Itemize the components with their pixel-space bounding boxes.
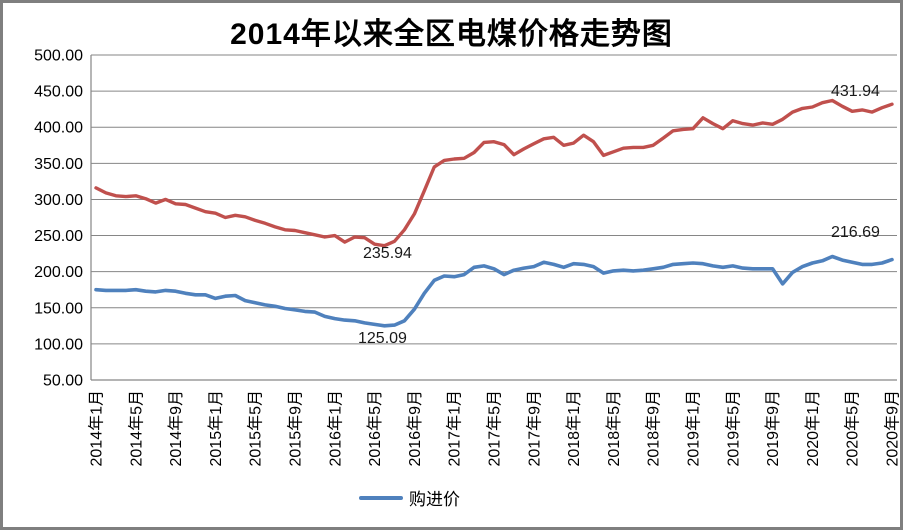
data-label-red-min: 235.94 [363, 245, 412, 262]
y-axis-tick-label: 500.00 [34, 48, 83, 65]
y-axis-tick-label: 250.00 [34, 228, 83, 245]
y-axis-tick-label: 50.00 [43, 373, 83, 390]
data-label-blue-last: 216.69 [831, 224, 880, 241]
x-axis-tick-label: 2020年5月 [844, 390, 862, 467]
data-label-red-last: 431.94 [831, 83, 880, 100]
x-axis-tick-label: 2016年9月 [406, 390, 424, 467]
x-axis-tick-label: 2019年5月 [724, 390, 742, 467]
x-axis-tick-label: 2018年5月 [605, 390, 623, 467]
data-label-blue-min: 125.09 [358, 330, 407, 347]
y-axis-tick-label: 150.00 [34, 300, 83, 317]
x-axis-tick-label: 2020年9月 [884, 390, 902, 467]
x-axis-tick-label: 2015年5月 [247, 390, 265, 467]
y-axis-tick-label: 450.00 [34, 84, 83, 101]
x-axis-tick-label: 2015年9月 [286, 390, 304, 467]
x-axis-tick-label: 2020年1月 [804, 390, 822, 467]
x-axis-tick-label: 2017年9月 [525, 390, 543, 467]
y-axis-tick-label: 200.00 [34, 264, 83, 281]
x-axis-tick-label: 2015年1月 [207, 390, 225, 467]
legend-line-sample-icon [359, 495, 403, 500]
y-axis-tick-label: 100.00 [34, 336, 83, 353]
x-axis-tick-label: 2019年1月 [685, 390, 703, 467]
x-axis-tick-label: 2016年1月 [326, 390, 344, 467]
legend: 购进价 [359, 485, 460, 510]
x-axis-tick-label: 2014年9月 [167, 390, 185, 467]
y-axis-tick-label: 400.00 [34, 120, 83, 137]
red-series-line [94, 98, 894, 248]
y-axis-tick-label: 350.00 [34, 156, 83, 173]
legend-series-label: 购进价 [409, 490, 460, 509]
x-axis-tick-label: 2019年9月 [764, 390, 782, 467]
x-axis-tick-label: 2014年1月 [87, 390, 105, 467]
plot-area: 500.00 450.00 400.00 350.00 300.00 250.00 200.… [34, 48, 902, 467]
x-axis-tick-label: 2018年1月 [565, 390, 583, 467]
y-axis-tick-label: 300.00 [34, 192, 83, 209]
x-axis-tick-label: 2016年5月 [366, 390, 384, 467]
x-axis-tick-label: 2017年5月 [486, 390, 504, 467]
x-axis-tick-label: 2017年1月 [446, 390, 464, 467]
x-axis-tick-label: 2014年5月 [127, 390, 145, 467]
x-axis-tick-label: 2018年9月 [645, 390, 663, 467]
blue-series-line [94, 254, 894, 328]
